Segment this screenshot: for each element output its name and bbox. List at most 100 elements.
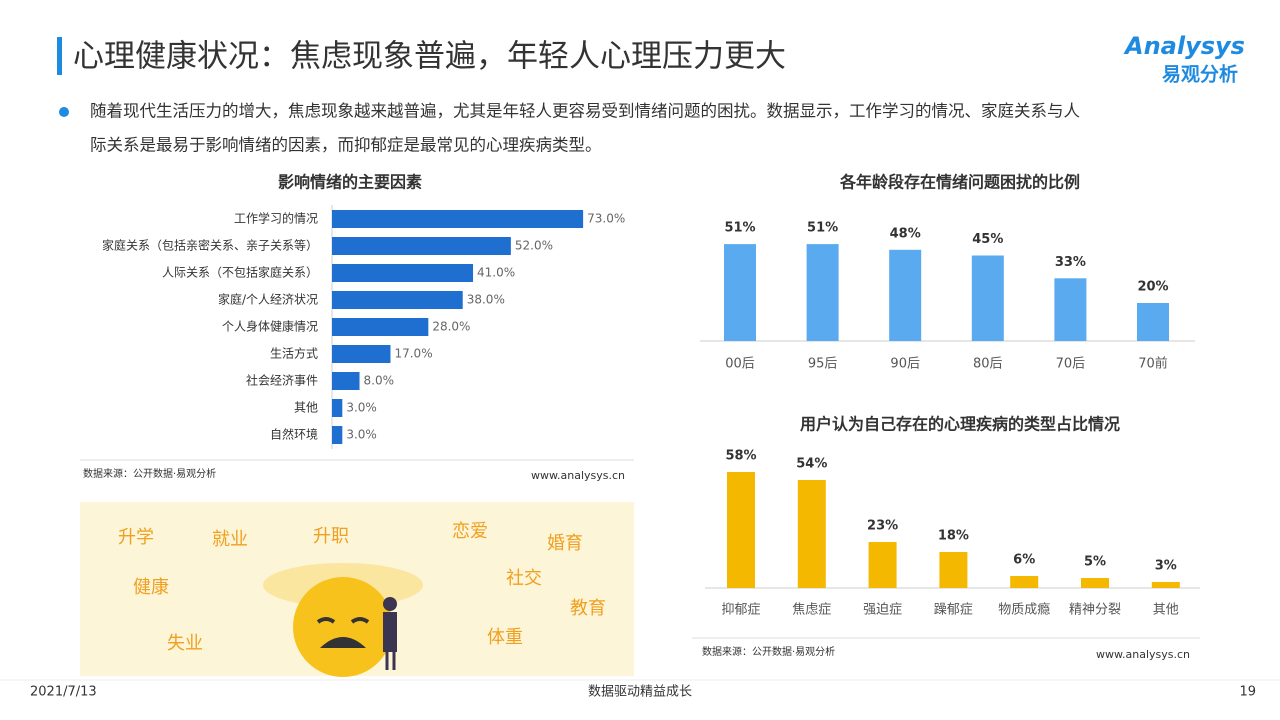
slide-title: 心理健康状况：焦虑现象普遍，年轻人心理压力更大 (73, 39, 786, 75)
illustration-word: 就业 (212, 529, 248, 550)
bullet-line: 际关系是最易于影响情绪的因素，而抑郁症是最常见的心理疾病类型。 (90, 136, 602, 155)
sad-face (293, 577, 393, 677)
value-label: 33% (1055, 255, 1086, 270)
bar (332, 399, 343, 417)
category-label: 其他 (294, 401, 318, 415)
illustration-word: 失业 (167, 633, 203, 654)
value-label: 8.0% (364, 374, 395, 388)
category-label: 工作学习的情况 (234, 211, 318, 226)
bar (797, 480, 826, 588)
category-label: 自然环境 (270, 427, 318, 442)
category-label: 生活方式 (270, 346, 318, 361)
category-label: 精神分裂 (1069, 603, 1121, 618)
illustration-word: 健康 (133, 577, 169, 598)
value-label: 3.0% (346, 428, 377, 442)
bar (1054, 278, 1087, 341)
category-label: 物质成瘾 (998, 602, 1050, 618)
value-label: 3% (1155, 559, 1177, 574)
illustration-word: 体重 (487, 627, 523, 648)
value-label: 28.0% (432, 320, 470, 334)
bullet-line: 随着现代生活压力的增大，焦虑现象越来越普遍，尤其是年轻人更容易受到情绪问题的困扰… (90, 102, 1080, 121)
category-label: 人际关系（不包括家庭关系） (162, 265, 318, 280)
source-url: www.analysys.cn (1096, 648, 1190, 661)
bar (332, 264, 474, 282)
footer-page: 19 (1239, 685, 1256, 700)
bar (1151, 582, 1180, 588)
value-label: 17.0% (394, 347, 432, 361)
value-label: 48% (890, 226, 921, 241)
illustration-word: 社交 (506, 568, 542, 589)
category-label: 躁郁症 (934, 603, 973, 618)
category-label: 70后 (1056, 357, 1086, 372)
value-label: 20% (1137, 280, 1168, 295)
bar (332, 291, 463, 309)
value-label: 6% (1013, 553, 1035, 568)
category-label: 强迫症 (863, 603, 902, 618)
figure-head (383, 597, 397, 611)
bar (332, 372, 360, 390)
source: 数据来源：公开数据·易观分析 (702, 645, 835, 658)
category-label: 90后 (890, 357, 920, 372)
category-label: 焦虑症 (792, 603, 831, 618)
bar (889, 249, 922, 341)
category-label: 95后 (808, 357, 838, 372)
category-label: 社会经济事件 (246, 373, 318, 388)
value-label: 45% (972, 232, 1003, 247)
chart-title: 用户认为自己存在的心理疾病的类型占比情况 (800, 415, 1120, 434)
title-bar (57, 37, 62, 75)
value-label: 41.0% (477, 266, 515, 280)
category-label: 抑郁症 (721, 603, 760, 618)
value-label: 38.0% (467, 293, 505, 307)
bar (1081, 578, 1109, 588)
eyes (316, 617, 370, 624)
bar (724, 244, 756, 341)
category-label: 其他 (1153, 603, 1179, 618)
value-label: 23% (867, 519, 898, 534)
category-label: 70前 (1138, 356, 1168, 372)
value-label: 5% (1084, 555, 1106, 570)
bar (727, 472, 755, 588)
value-label: 54% (796, 457, 827, 472)
illustration-word: 升学 (118, 527, 154, 548)
bar (939, 552, 968, 588)
logo-name: 易观分析 (1162, 63, 1238, 86)
source: 数据来源：公开数据·易观分析 (83, 467, 216, 480)
bar (971, 255, 1004, 341)
category-label: 个人身体健康情况 (222, 319, 318, 334)
value-label: 3.0% (346, 401, 377, 415)
bar (806, 244, 839, 341)
figure (383, 612, 397, 652)
illustration-word: 升职 (313, 526, 349, 547)
source-url: www.analysys.cn (531, 469, 625, 482)
value-label: 52.0% (515, 239, 553, 253)
chart-title: 各年龄段存在情绪问题困扰的比例 (839, 173, 1080, 192)
bar (868, 542, 897, 588)
bar (1137, 303, 1169, 341)
value-label: 73.0% (587, 212, 625, 226)
bar (332, 318, 429, 336)
value-label: 58% (725, 449, 756, 464)
illustration-word: 教育 (570, 598, 606, 619)
logo-brand: Analysys (1123, 32, 1245, 60)
footer-date: 2021/7/13 (30, 685, 97, 700)
illustration-word: 婚育 (547, 533, 583, 554)
illustration-word: 恋爱 (452, 520, 488, 542)
bar (332, 345, 391, 363)
value-label: 51% (724, 221, 755, 236)
category-label: 家庭关系（包括亲密关系、亲子关系等） (102, 238, 318, 253)
category-label: 家庭/个人经济状况 (218, 292, 318, 307)
mouth (320, 637, 366, 648)
bar (332, 426, 343, 444)
chart-title: 影响情绪的主要因素 (278, 173, 422, 192)
category-label: 80后 (973, 357, 1003, 372)
category-label: 00后 (725, 357, 755, 372)
value-label: 51% (807, 221, 838, 236)
footer-slogan: 数据驱动精益成长 (588, 685, 692, 700)
bar (1010, 576, 1039, 588)
value-label: 18% (938, 529, 969, 544)
bullet-dot (59, 107, 69, 117)
bar (332, 210, 584, 228)
bar (332, 237, 511, 255)
